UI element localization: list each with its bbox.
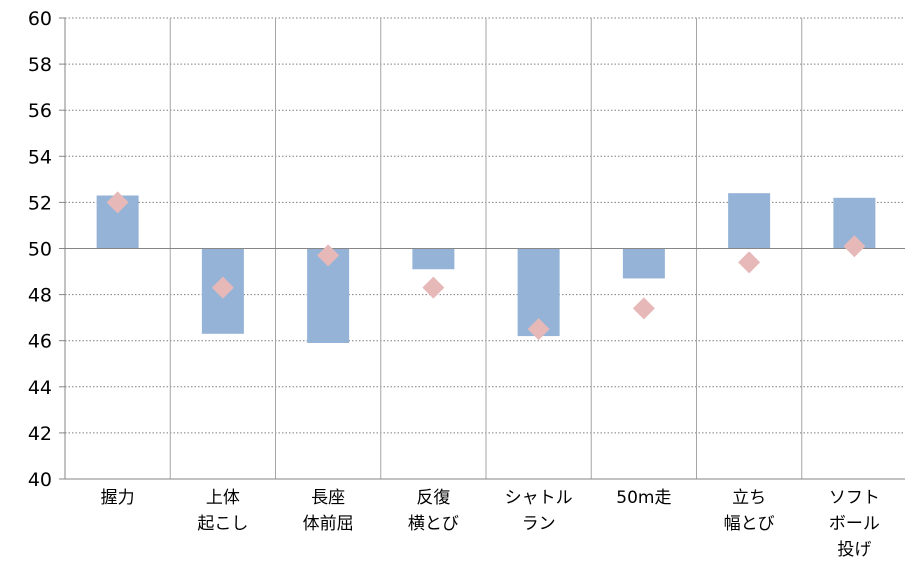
x-tick-label: 立ち: [732, 488, 766, 508]
y-tick-label: 60: [28, 8, 52, 30]
y-tick-label: 44: [28, 377, 52, 399]
y-tick-label: 56: [28, 100, 52, 122]
y-tick-label: 54: [28, 146, 52, 168]
diamond-marker: [211, 276, 234, 299]
diamond-marker: [738, 251, 761, 274]
x-tick-label: ボール: [829, 514, 880, 534]
x-tick-label: 握力: [101, 488, 135, 508]
x-tick-label: シャトル: [505, 488, 573, 508]
diamond-marker: [843, 235, 866, 258]
y-tick-label: 40: [28, 469, 52, 491]
x-tick-label: 50m走: [616, 488, 671, 508]
diamond-marker: [632, 297, 655, 320]
y-tick-label: 48: [28, 285, 52, 307]
bar: [622, 248, 665, 279]
x-tick-label: ラン: [522, 514, 556, 534]
diamond-marker: [317, 244, 340, 267]
diamond-marker: [527, 318, 550, 341]
x-tick-label: 反復: [416, 488, 450, 508]
x-tick-label: 上体: [206, 488, 240, 508]
bar: [728, 193, 771, 249]
diamond-marker: [106, 191, 129, 214]
x-tick-label: 投げ: [837, 540, 871, 560]
marker-layer: [106, 191, 866, 341]
y-tick-label: 52: [28, 192, 52, 214]
y-tick-label: 58: [28, 54, 52, 76]
x-tick-label: ソフト: [829, 488, 880, 508]
axis-layer: [59, 17, 905, 480]
x-tick-label: 横とび: [408, 514, 459, 534]
bar: [412, 248, 455, 270]
y-tick-label: 42: [28, 423, 52, 445]
x-tick-label: 幅とび: [724, 514, 775, 534]
diamond-marker: [422, 276, 445, 299]
x-tick-label: 体前屈: [303, 514, 354, 534]
x-tick-label: 長座: [311, 488, 345, 508]
y-tick-label: 46: [28, 331, 52, 353]
y-tick-label: 50: [28, 239, 52, 261]
x-tick-label: 起こし: [197, 514, 248, 534]
